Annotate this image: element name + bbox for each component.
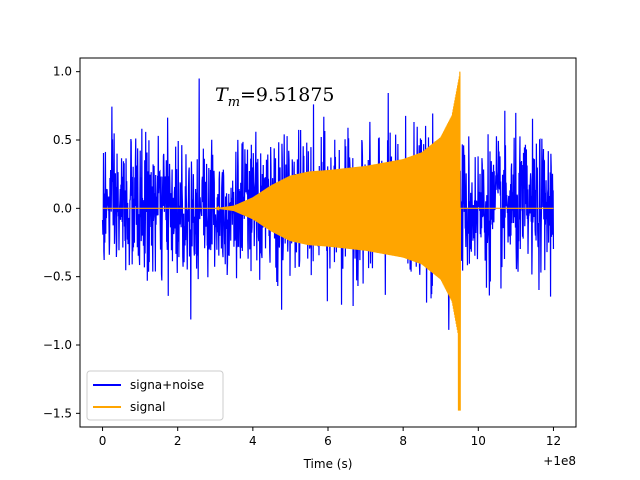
x-offset-label: +1e8	[543, 454, 576, 468]
y-tick-label: −0.5	[43, 270, 72, 284]
x-tick-label: 6	[324, 434, 332, 448]
x-tick-label: 2	[174, 434, 182, 448]
x-tick-label: 8	[399, 434, 407, 448]
x-tick-label: 0	[99, 434, 107, 448]
series-layer	[101, 71, 555, 411]
series-signal	[102, 71, 554, 411]
y-tick-label: 1.0	[53, 65, 72, 79]
x-tick-label: 10	[471, 434, 486, 448]
y-axis: −1.5 −1.0 −0.5 0.0 0.5 1.0	[43, 65, 80, 420]
legend: signa+noise signal	[86, 370, 224, 421]
annotation-value: =9.51875	[240, 84, 335, 106]
y-tick-label: 0.5	[53, 133, 72, 147]
y-tick-label: −1.0	[43, 338, 72, 352]
x-axis: 0 2 4 6 8 10 12	[99, 427, 561, 448]
x-axis-label: Time (s)	[303, 457, 353, 471]
annotation-subscript: m	[228, 95, 240, 110]
y-tick-label: −1.5	[43, 406, 72, 420]
annotation-base: T	[215, 84, 229, 106]
y-tick-label: 0.0	[53, 201, 72, 215]
x-tick-label: 12	[546, 434, 561, 448]
x-tick-label: 4	[249, 434, 257, 448]
annotation-text: Tm=9.51875	[215, 84, 335, 110]
legend-label-signal-noise: signa+noise	[130, 378, 204, 392]
legend-label-signal: signal	[130, 400, 166, 414]
